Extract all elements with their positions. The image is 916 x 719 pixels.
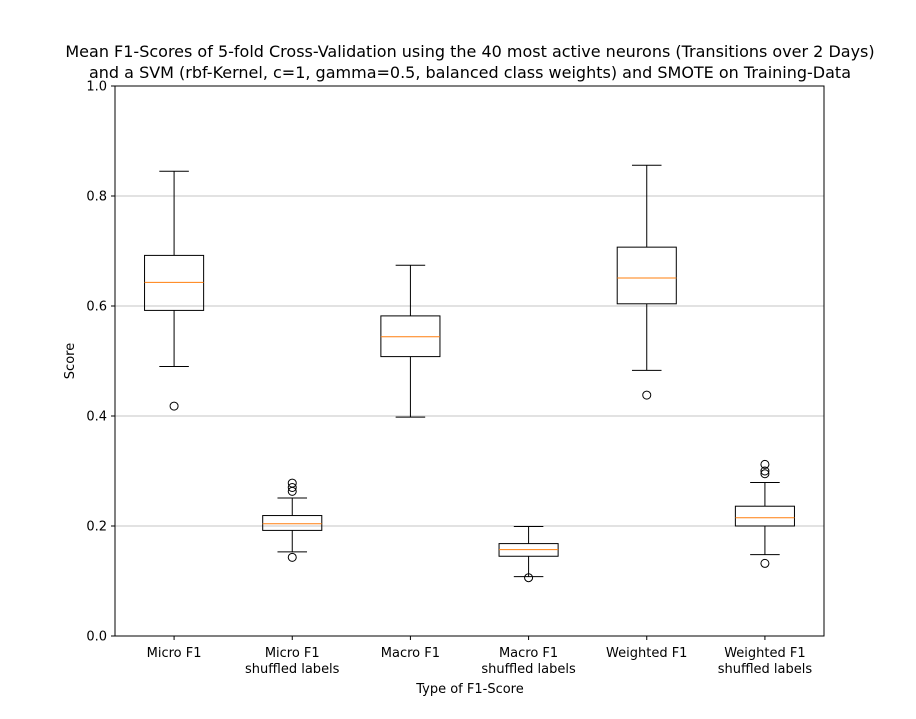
y-axis-label: Score <box>63 343 78 379</box>
x-tick-label: shuffled labels <box>481 662 576 677</box>
y-tick-label: 0.4 <box>86 410 107 425</box>
outlier-point <box>287 478 297 488</box>
y-tick-label: 0.8 <box>86 190 107 205</box>
chart-title-line-1: Mean F1-Scores of 5-fold Cross-Validatio… <box>65 42 874 61</box>
x-tick-label: shuffled labels <box>718 662 813 677</box>
box-iqr <box>262 515 323 531</box>
outlier-point <box>760 558 770 568</box>
y-tick-label: 0.2 <box>86 520 107 535</box>
outlier-point <box>760 459 770 469</box>
x-tick-label: Weighted F1 <box>606 646 687 661</box>
box-iqr <box>380 315 441 358</box>
box-group <box>498 526 559 583</box>
y-axis-ticks: 0.0 0.2 0.4 0.6 0.8 1.0 <box>86 80 115 645</box>
x-tick-label: Macro F1 <box>499 646 558 661</box>
box-group <box>144 170 205 411</box>
box-iqr <box>616 246 677 305</box>
box-group <box>262 478 323 562</box>
box-iqr <box>144 254 205 311</box>
box-iqr <box>734 505 795 527</box>
outlier-point <box>760 466 770 476</box>
chart-title-line-2: and a SVM (rbf-Kernel, c=1, gamma=0.5, b… <box>89 63 851 82</box>
outlier-point <box>642 390 652 400</box>
x-tick-label: shuffled labels <box>245 662 340 677</box>
y-tick-label: 1.0 <box>86 80 107 95</box>
outlier-point <box>169 401 179 411</box>
plot-frame <box>114 85 825 637</box>
y-tick-label: 0.6 <box>86 300 107 315</box>
grid-lines <box>115 195 824 527</box>
x-tick-label: Micro F1 <box>147 646 202 661</box>
box-group <box>616 164 677 400</box>
outlier-point <box>524 573 534 583</box>
box-group <box>734 459 795 568</box>
x-tick-label: Weighted F1 <box>724 646 805 661</box>
box-group <box>380 264 441 418</box>
x-axis-label: Type of F1-Score <box>415 682 524 697</box>
outlier-point <box>760 469 770 479</box>
x-tick-label: Micro F1 <box>265 646 320 661</box>
outlier-point <box>287 483 297 492</box>
y-tick-label: 0.0 <box>86 630 107 645</box>
boxes <box>144 164 795 583</box>
outlier-point <box>287 552 297 562</box>
x-tick-label: Macro F1 <box>381 646 440 661</box>
